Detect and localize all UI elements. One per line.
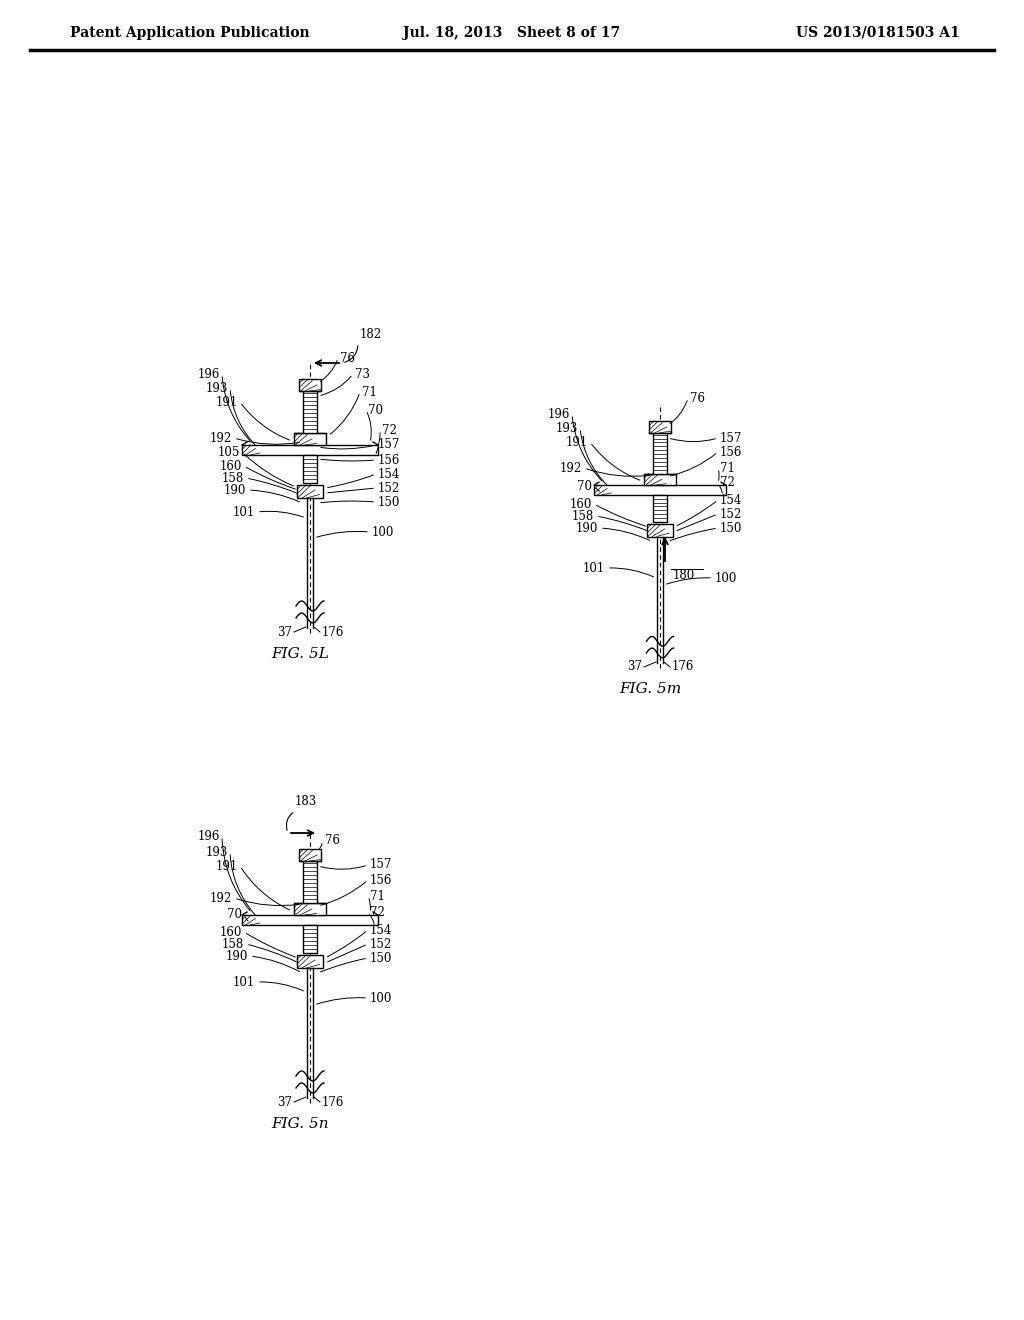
Text: 76: 76 (325, 834, 340, 847)
Text: 157: 157 (370, 858, 392, 871)
Text: 176: 176 (322, 1096, 344, 1109)
Bar (297, 484, 323, 498)
Bar (242, 445, 378, 455)
Text: 150: 150 (370, 952, 392, 965)
Text: 193: 193 (206, 381, 228, 395)
Text: 183: 183 (295, 795, 317, 808)
Text: 152: 152 (720, 507, 742, 520)
Text: 37: 37 (627, 660, 642, 673)
Bar (294, 433, 326, 445)
Text: 196: 196 (198, 829, 220, 842)
Bar (303, 391, 317, 433)
Text: 76: 76 (340, 351, 355, 364)
Text: 190: 190 (225, 949, 248, 962)
Text: Jul. 18, 2013   Sheet 8 of 17: Jul. 18, 2013 Sheet 8 of 17 (403, 26, 621, 40)
Text: 72: 72 (370, 906, 385, 919)
Text: 154: 154 (370, 924, 392, 936)
Text: 158: 158 (222, 471, 244, 484)
Text: 192: 192 (210, 891, 232, 904)
Text: 71: 71 (720, 462, 735, 474)
Text: 157: 157 (720, 432, 742, 445)
Text: FIG. 5m: FIG. 5m (618, 682, 681, 696)
Bar (303, 455, 317, 483)
Text: 72: 72 (720, 477, 735, 490)
Text: 101: 101 (583, 561, 605, 574)
Text: FIG. 5L: FIG. 5L (271, 647, 329, 661)
Text: 160: 160 (569, 498, 592, 511)
Text: 156: 156 (378, 454, 400, 466)
Text: 192: 192 (210, 432, 232, 445)
Text: 71: 71 (362, 385, 377, 399)
Bar (653, 495, 667, 521)
Text: 150: 150 (378, 495, 400, 508)
Text: US 2013/0181503 A1: US 2013/0181503 A1 (797, 26, 961, 40)
Text: 105: 105 (218, 446, 240, 458)
Bar (653, 433, 667, 474)
Text: 70: 70 (368, 404, 383, 417)
Text: 154: 154 (720, 494, 742, 507)
Text: 191: 191 (565, 436, 588, 449)
Text: 156: 156 (370, 874, 392, 887)
Text: 160: 160 (219, 459, 242, 473)
Text: 192: 192 (560, 462, 582, 474)
Text: 196: 196 (548, 408, 570, 421)
Text: 196: 196 (198, 367, 220, 380)
Text: 76: 76 (690, 392, 705, 404)
Text: 180: 180 (673, 569, 695, 582)
Text: 70: 70 (577, 479, 592, 492)
Text: 70: 70 (227, 908, 242, 921)
Text: 37: 37 (278, 626, 292, 639)
Text: 193: 193 (206, 846, 228, 858)
Text: 158: 158 (222, 937, 244, 950)
Text: 190: 190 (575, 521, 598, 535)
Text: 101: 101 (232, 506, 255, 519)
Text: 101: 101 (232, 975, 255, 989)
Text: 152: 152 (378, 482, 400, 495)
Text: 160: 160 (219, 925, 242, 939)
Text: 176: 176 (322, 626, 344, 639)
Bar (303, 925, 317, 953)
Text: 100: 100 (372, 525, 394, 539)
Text: 154: 154 (378, 467, 400, 480)
Text: 72: 72 (382, 424, 397, 437)
Bar (299, 849, 321, 861)
Text: 100: 100 (370, 991, 392, 1005)
Text: 37: 37 (278, 1096, 292, 1109)
Bar (242, 915, 378, 925)
Text: 157: 157 (378, 438, 400, 451)
Bar (297, 954, 323, 968)
Text: 176: 176 (672, 660, 694, 673)
Bar (647, 524, 673, 536)
Text: 71: 71 (370, 890, 385, 903)
Bar (649, 421, 671, 433)
Text: FIG. 5n: FIG. 5n (271, 1117, 329, 1131)
Text: 190: 190 (223, 483, 246, 496)
Text: 193: 193 (556, 421, 578, 434)
Bar (294, 903, 326, 915)
Text: 156: 156 (720, 446, 742, 458)
Text: Patent Application Publication: Patent Application Publication (70, 26, 309, 40)
Text: 150: 150 (720, 521, 742, 535)
Text: 158: 158 (571, 510, 594, 523)
Bar (594, 486, 726, 495)
Text: 191: 191 (216, 859, 238, 873)
Bar (644, 474, 676, 486)
Bar (303, 861, 317, 903)
Bar (299, 379, 321, 391)
Text: 100: 100 (715, 572, 737, 585)
Text: 191: 191 (216, 396, 238, 408)
Text: 152: 152 (370, 937, 392, 950)
Text: 73: 73 (355, 367, 370, 380)
Text: 182: 182 (360, 327, 382, 341)
